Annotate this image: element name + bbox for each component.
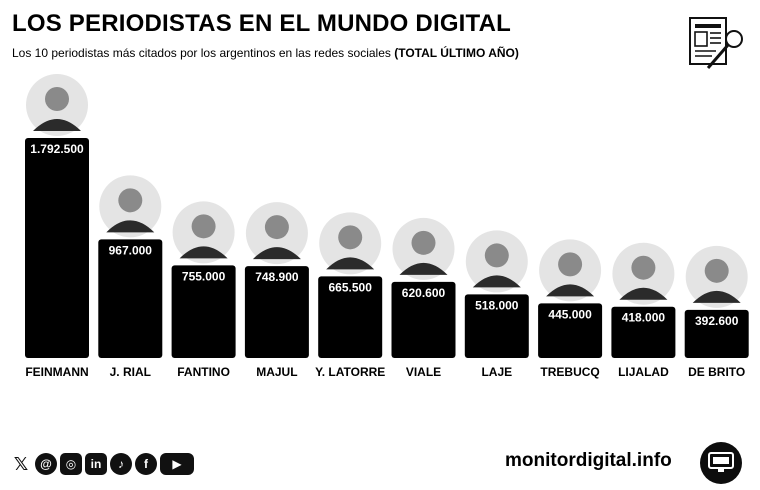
portrait-fantino bbox=[172, 201, 235, 264]
x-icon[interactable]: 𝕏 bbox=[13, 453, 29, 474]
youtube-icon[interactable]: ▶ bbox=[160, 453, 194, 475]
bar-de-brito bbox=[684, 309, 749, 358]
portrait-de-brito bbox=[685, 245, 748, 308]
value-label-de-brito: 392.600 bbox=[695, 314, 739, 328]
value-label-feinmann: 1.792.500 bbox=[30, 142, 84, 156]
instagram-icon[interactable]: ◎ bbox=[60, 453, 82, 475]
portrait-y-latorre bbox=[319, 212, 382, 275]
category-label-de-brito: DE BRITO bbox=[688, 365, 745, 379]
threads-icon[interactable]: @ bbox=[35, 453, 57, 475]
category-label-majul: MAJUL bbox=[256, 365, 297, 379]
bar-trebucq bbox=[538, 303, 603, 358]
site-url[interactable]: monitordigital.info bbox=[505, 450, 672, 471]
bar-chart: 1.792.500 FEINMANN 967.000 J. RIAL 755.000 FA… bbox=[25, 74, 749, 379]
category-label-lijalad: LIJALAD bbox=[618, 365, 669, 379]
portrait-trebucq bbox=[539, 239, 602, 302]
chart-subtitle: Los 10 periodistas más citados por los a… bbox=[12, 46, 519, 60]
subtitle-period: (TOTAL ÚLTIMO AÑO) bbox=[394, 46, 519, 60]
portrait-feinmann bbox=[26, 74, 88, 136]
portrait-laje bbox=[465, 230, 528, 293]
category-label-fantino: FANTINO bbox=[177, 365, 230, 379]
portrait-lijalad bbox=[612, 242, 675, 305]
bar-fantino bbox=[171, 265, 236, 358]
value-label-fantino: 755.000 bbox=[182, 269, 226, 283]
value-label-j-rial: 967.000 bbox=[109, 243, 153, 257]
subtitle-text: Los 10 periodistas más citados por los a… bbox=[12, 46, 391, 60]
value-label-lijalad: 418.000 bbox=[622, 311, 666, 325]
category-label-j-rial: J. RIAL bbox=[110, 365, 151, 379]
value-label-laje: 518.000 bbox=[475, 298, 519, 312]
bar-laje bbox=[464, 294, 529, 358]
bar-y-latorre bbox=[318, 276, 383, 358]
bar-viale bbox=[391, 281, 456, 358]
portrait-majul bbox=[245, 202, 308, 265]
category-label-y-latorre: Y. LATORRE bbox=[315, 365, 385, 379]
bar-lijalad bbox=[611, 306, 676, 358]
bar-feinmann bbox=[25, 138, 89, 358]
value-label-trebucq: 445.000 bbox=[548, 307, 592, 321]
portrait-j-rial bbox=[99, 175, 162, 238]
chart-title: LOS PERIODISTAS EN EL MUNDO DIGITAL bbox=[12, 10, 512, 37]
linkedin-icon[interactable]: in bbox=[85, 453, 107, 475]
newspaper-microphone-icon bbox=[689, 17, 743, 69]
monitor-icon bbox=[700, 442, 742, 484]
value-label-viale: 620.600 bbox=[402, 286, 446, 300]
social-icons: 𝕏 @ ◎ in ♪ f ▶ bbox=[10, 452, 194, 476]
category-label-feinmann: FEINMANN bbox=[25, 365, 88, 379]
category-label-laje: LAJE bbox=[481, 365, 512, 379]
portrait-viale bbox=[392, 217, 455, 280]
value-label-majul: 748.900 bbox=[255, 270, 299, 284]
bar-j-rial bbox=[98, 239, 163, 358]
tiktok-icon[interactable]: ♪ bbox=[110, 453, 132, 475]
category-label-viale: VIALE bbox=[406, 365, 441, 379]
bar-majul bbox=[244, 266, 309, 358]
value-label-y-latorre: 665.500 bbox=[329, 280, 373, 294]
facebook-icon[interactable]: f bbox=[135, 453, 157, 475]
category-label-trebucq: TREBUCQ bbox=[540, 365, 599, 379]
